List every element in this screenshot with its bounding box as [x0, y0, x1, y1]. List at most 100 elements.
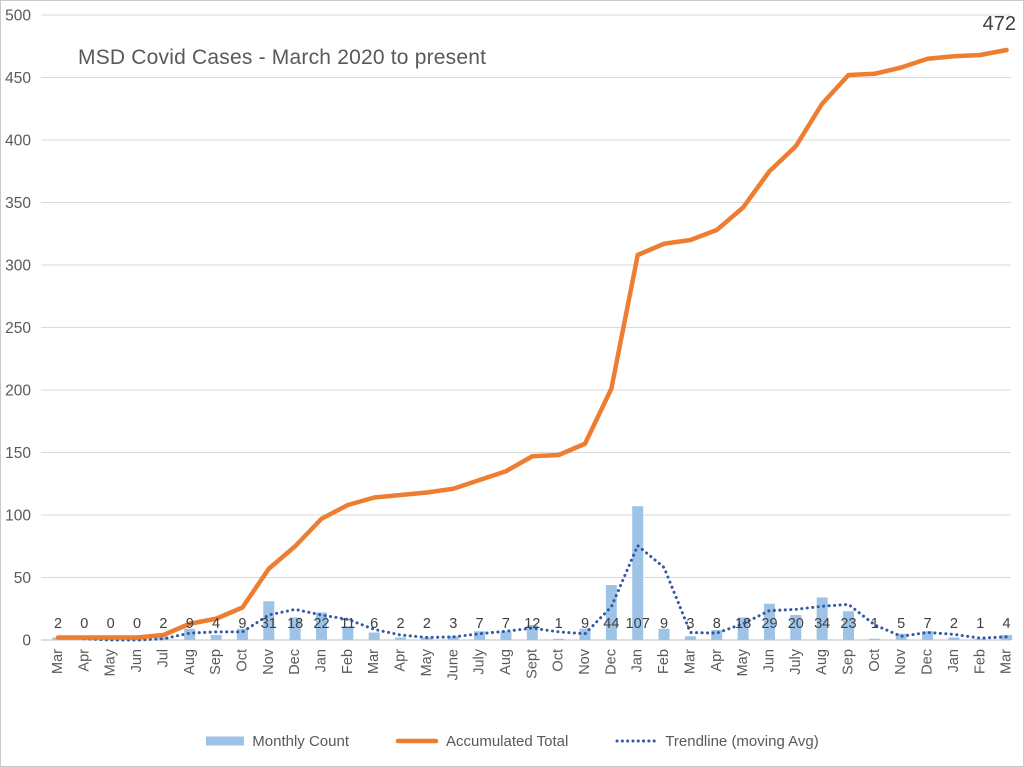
- bar: [605, 585, 617, 640]
- x-tick-label: July: [472, 648, 488, 675]
- data-label: 1: [871, 616, 879, 632]
- y-tick-label: 500: [5, 8, 31, 25]
- x-tick-label: Apr: [76, 649, 92, 672]
- bar: [684, 636, 696, 640]
- data-label: 9: [186, 616, 194, 632]
- data-label: 2: [950, 616, 958, 632]
- x-tick-label: Jun: [761, 649, 777, 672]
- data-label: 2: [423, 616, 431, 632]
- legend-label-monthly-count: Monthly Count: [252, 732, 349, 750]
- bar: [447, 636, 459, 640]
- data-label: 11: [340, 616, 355, 632]
- data-label: 7: [502, 616, 510, 632]
- data-label: 23: [840, 616, 856, 632]
- data-label: 1: [555, 616, 563, 632]
- x-tick-label: Dec: [287, 649, 303, 675]
- x-tick-label: Aug: [814, 649, 830, 675]
- bar: [289, 617, 301, 640]
- bar: [816, 597, 828, 640]
- x-tick-label: June: [445, 649, 461, 680]
- bar: [526, 625, 538, 640]
- y-tick-label: 150: [5, 445, 31, 462]
- data-label: 0: [107, 616, 115, 632]
- x-tick-label: Nov: [261, 648, 277, 675]
- y-tick-label: 200: [5, 383, 31, 400]
- y-tick-label: 450: [5, 70, 31, 87]
- y-tick-label: 0: [22, 633, 31, 650]
- x-tick-label: July: [788, 648, 804, 675]
- data-label: 3: [686, 616, 694, 632]
- data-label: 44: [603, 616, 619, 632]
- y-tick-label: 100: [5, 508, 31, 525]
- bar: [711, 630, 723, 640]
- data-label: 8: [713, 616, 721, 632]
- x-tick-label: Jul: [155, 649, 171, 668]
- x-tick-label: Oct: [551, 649, 567, 672]
- x-tick-label: Sep: [208, 649, 224, 675]
- bar: [157, 637, 169, 640]
- y-tick-label: 250: [5, 320, 31, 337]
- data-label: 2: [159, 616, 167, 632]
- x-tick-label: Mar: [50, 649, 66, 674]
- chart-title: MSD Covid Cases - March 2020 to present: [78, 46, 487, 69]
- data-label: 6: [370, 616, 378, 632]
- data-label: 18: [735, 616, 751, 632]
- trendline-moving-avg-series: [82, 544, 1009, 642]
- data-label: 22: [313, 616, 329, 632]
- legend-label-trendline: Trendline (moving Avg): [665, 732, 819, 750]
- legend-item-monthly-count: Monthly Count: [205, 733, 349, 750]
- x-tick-label: Dec: [603, 649, 619, 675]
- bar: [632, 506, 644, 640]
- data-label: 34: [814, 616, 830, 632]
- data-label: 12: [524, 616, 540, 632]
- x-tick-label: Oct: [234, 649, 250, 672]
- x-tick-label: Aug: [182, 649, 198, 675]
- bar: [500, 631, 512, 640]
- data-label: 20: [788, 616, 804, 632]
- bar: [790, 615, 802, 640]
- bar: [210, 635, 222, 640]
- x-tick-label: Mar: [682, 649, 698, 674]
- y-tick-label: 350: [5, 195, 31, 212]
- x-tick-label: May: [419, 648, 435, 676]
- data-label: 9: [238, 616, 246, 632]
- data-label: 3: [449, 616, 457, 632]
- legend-label-accumulated-total: Accumulated Total: [446, 732, 569, 750]
- legend-item-accumulated-total: Accumulated Total: [395, 733, 568, 750]
- bar: [553, 638, 565, 640]
- accumulated-total-swatch-icon: [395, 738, 439, 744]
- monthly-count-swatch-icon: [206, 736, 245, 746]
- x-tick-label: Apr: [393, 649, 409, 672]
- x-tick-label: Sept: [524, 649, 540, 679]
- x-tick-label: Dec: [920, 649, 936, 675]
- bar: [395, 637, 407, 640]
- data-label: 18: [287, 616, 303, 632]
- data-label: 2: [397, 616, 405, 632]
- data-label: 9: [581, 616, 589, 632]
- final-total-label: 472: [982, 13, 1016, 35]
- bar: [974, 638, 986, 640]
- trendline-swatch-icon: [615, 739, 657, 743]
- x-tick-label: Apr: [709, 649, 725, 672]
- x-tick-label: Nov: [577, 648, 593, 675]
- x-tick-label: Mar: [999, 649, 1015, 674]
- data-label: 5: [897, 616, 905, 632]
- data-label: 7: [924, 616, 932, 632]
- bar: [843, 611, 854, 640]
- bar: [869, 638, 881, 640]
- bar: [737, 617, 749, 640]
- bar: [263, 601, 275, 640]
- y-tick-label: 400: [5, 133, 31, 150]
- x-tick-label: Feb: [656, 649, 672, 674]
- x-tick-label: Jun: [129, 649, 145, 672]
- x-tick-label: May: [735, 648, 751, 676]
- data-label: 1: [976, 616, 984, 632]
- bar: [658, 628, 670, 640]
- x-tick-label: May: [103, 648, 119, 676]
- x-tick-label: Feb: [972, 649, 988, 674]
- bar: [316, 612, 327, 640]
- data-label: 31: [261, 616, 277, 632]
- data-label: 9: [660, 616, 668, 632]
